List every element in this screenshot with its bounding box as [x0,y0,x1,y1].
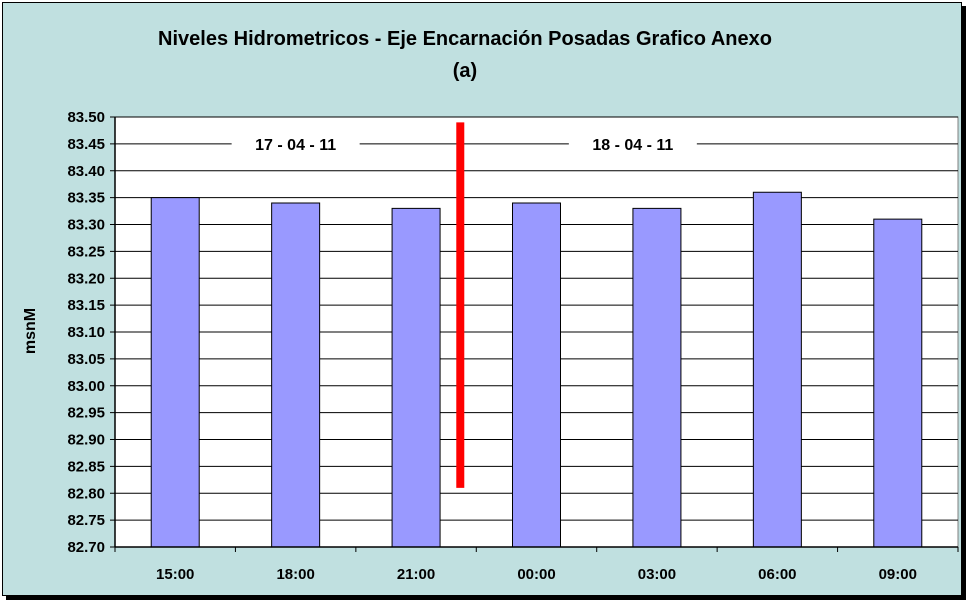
chart-svg: Niveles Hidrometricos - Eje Encarnación … [22,28,959,583]
y-tick-label: 83.20 [67,270,105,287]
y-tick-label: 83.25 [67,243,105,260]
y-tick-label: 83.45 [67,136,105,153]
y-tick-label: 83.50 [67,109,105,126]
bar [873,218,923,548]
y-tick-label: 83.05 [67,351,105,368]
y-tick-label: 83.35 [67,190,105,207]
y-tick-label: 83.10 [67,324,105,341]
x-tick-label: 09:00 [879,566,917,583]
x-tick-label: 03:00 [638,566,676,583]
x-tick-label: 15:00 [156,566,194,583]
y-tick-label: 83.40 [67,163,105,180]
chart-frame: Niveles Hidrometricos - Eje Encarnación … [2,2,962,596]
x-tick-label: 06:00 [758,566,796,583]
date-label-box [231,133,360,154]
chart-subtitle: (a) [453,60,477,82]
date-label-box [568,133,697,154]
x-tick-label: 18:00 [276,566,314,583]
y-tick-label: 82.85 [67,458,105,475]
chart-title: Niveles Hidrometricos - Eje Encarnación … [158,28,772,50]
y-tick-label: 82.80 [67,485,105,502]
day-divider [456,122,465,488]
plot-area: 82.70 82.75 82.80 82.85 82.90 82.95 83.00 83.05… [67,109,959,583]
x-tick-label: 21:00 [397,566,435,583]
y-tick-label: 83.30 [67,217,105,234]
y-axis-label: msnM [22,308,39,354]
bar [752,191,802,548]
bar [271,202,321,548]
y-tick-label: 82.70 [67,539,105,556]
date-label: 17 - 04 - 11 [255,137,336,154]
date-label: 18 - 04 - 11 [592,137,673,154]
y-tick-label: 83.15 [67,297,105,314]
y-tick-label: 82.90 [67,432,105,449]
y-tick-label: 82.95 [67,405,105,422]
bar [512,202,561,548]
bar [632,207,682,548]
y-tick-label: 83.00 [67,378,105,395]
bar [391,207,441,548]
x-tick-label: 00:00 [517,566,555,583]
bar [150,197,200,548]
y-tick-label: 82.75 [67,512,105,529]
